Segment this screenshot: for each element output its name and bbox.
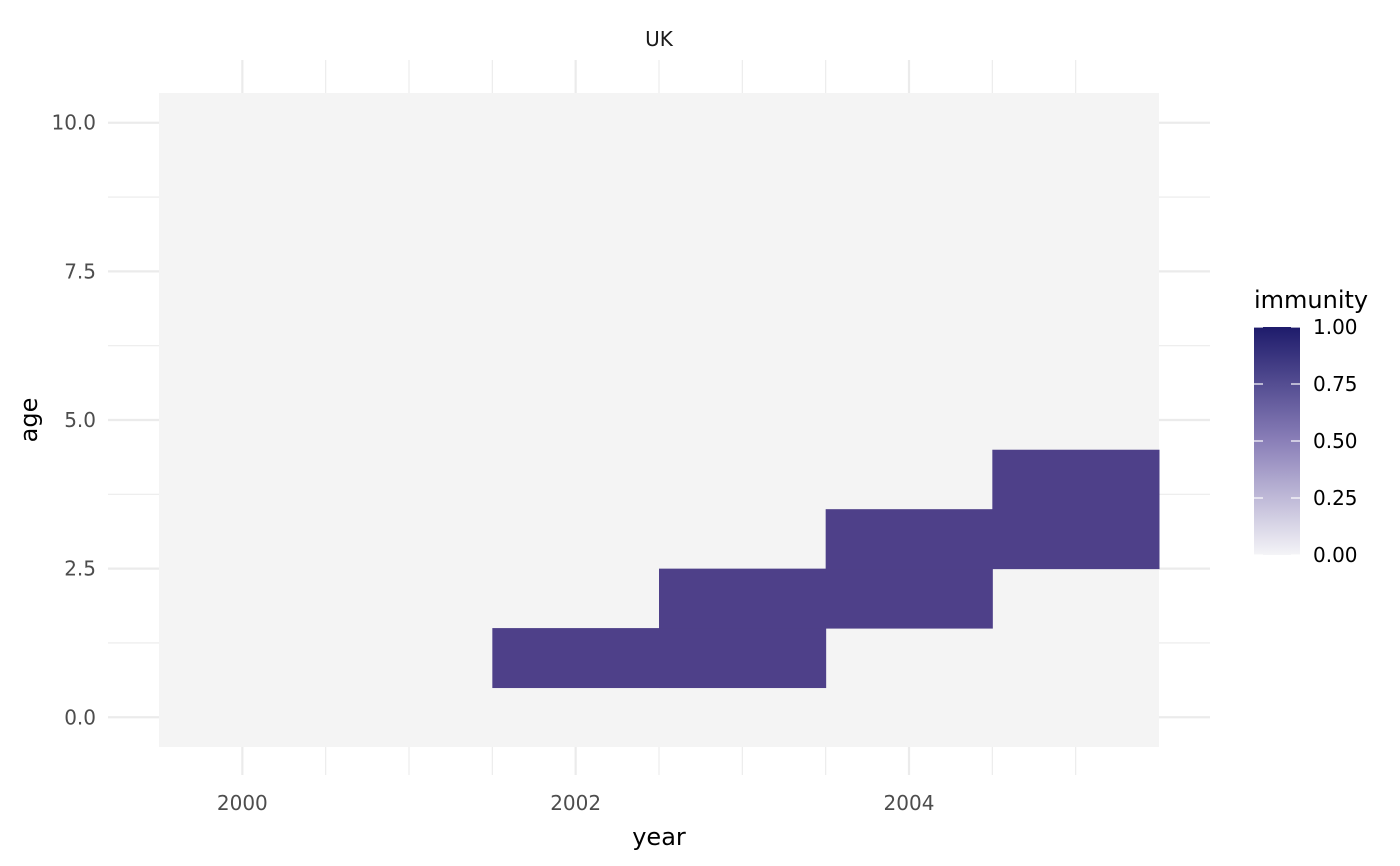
heatmap-cell	[992, 509, 1160, 570]
x-tick-label: 2002	[550, 791, 601, 815]
heatmap-cell	[825, 568, 993, 629]
heatmap-cell	[659, 628, 827, 689]
y-tick-label: 7.5	[64, 259, 96, 283]
color-legend: immunity 0.00 0.25 0.50 0.75 1.00	[1254, 286, 1368, 567]
heatmap-cell	[992, 449, 1160, 510]
x-axis-ticks: 2000 2002 2004	[217, 791, 935, 815]
legend-tick-label: 0.50	[1313, 429, 1358, 453]
legend-ticks: 0.00 0.25 0.50 0.75 1.00	[1254, 315, 1358, 567]
heatmap-cell	[825, 509, 993, 570]
heatmap-cell	[659, 568, 827, 629]
legend-tick-label: 1.00	[1313, 315, 1358, 339]
x-tick-label: 2004	[884, 791, 935, 815]
x-axis-title: year	[632, 823, 686, 851]
legend-title: immunity	[1254, 286, 1368, 314]
y-axis-ticks: 0.0 2.5 5.0 7.5 10.0	[51, 111, 96, 730]
legend-tick-label: 0.25	[1313, 486, 1358, 510]
heatmap-cells	[492, 449, 1160, 689]
heatmap-cell	[492, 628, 660, 689]
x-tick-label: 2000	[217, 791, 268, 815]
y-axis-title: age	[15, 398, 43, 443]
y-tick-label: 2.5	[64, 557, 96, 581]
y-tick-label: 10.0	[51, 111, 96, 135]
y-tick-label: 0.0	[64, 705, 96, 729]
legend-tick-label: 0.75	[1313, 372, 1358, 396]
facet-strip-title: UK	[645, 27, 674, 51]
legend-tick-label: 0.00	[1313, 543, 1358, 567]
y-tick-label: 5.0	[64, 408, 96, 432]
